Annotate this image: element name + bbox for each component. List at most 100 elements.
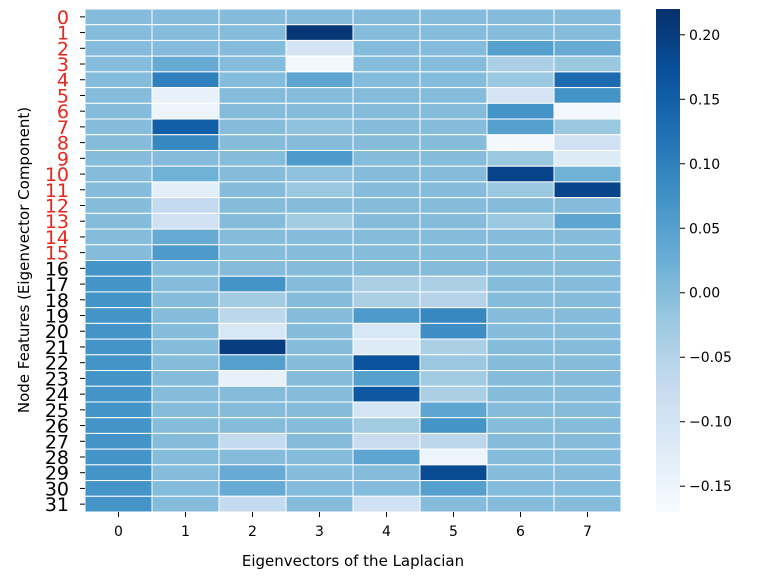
heatmap-cell	[352, 464, 421, 482]
heatmap-cell	[84, 181, 153, 199]
heatmap-cell	[218, 102, 287, 120]
heatmap-cell	[419, 432, 488, 450]
heatmap-cell	[218, 322, 287, 340]
heatmap-cell	[419, 495, 488, 513]
heatmap-cell	[419, 149, 488, 167]
heatmap-cell	[218, 197, 287, 214]
heatmap-cell	[151, 432, 220, 450]
heatmap-cell	[285, 370, 354, 387]
heatmap-cell	[84, 165, 153, 183]
heatmap-cell	[419, 417, 488, 434]
colorbar-tick-label: 0.20	[689, 28, 720, 44]
heatmap-cell	[285, 228, 354, 246]
heatmap-cell	[553, 448, 622, 466]
y-axis-ticks: 0123456789101112131415161718192021222324…	[45, 7, 85, 516]
y-tick-label: 7	[57, 117, 69, 139]
heatmap-cell	[84, 55, 153, 73]
heatmap-cell	[84, 307, 153, 324]
heatmap-cell	[218, 338, 287, 356]
heatmap-cell	[419, 134, 488, 151]
y-tick-label: 12	[45, 195, 69, 217]
heatmap-cell	[285, 149, 354, 167]
heatmap-cell	[285, 118, 354, 136]
heatmap-cell	[84, 39, 153, 57]
colorbar-ticks: 0.20 0.15 0.10 0.05 0.00 −0.05 −0.10 −0.15	[680, 28, 732, 495]
heatmap-cell	[151, 385, 220, 403]
heatmap-cell	[84, 480, 153, 497]
heatmap-cell	[352, 134, 421, 151]
heatmap-cell	[419, 401, 488, 419]
heatmap-cell	[285, 8, 354, 26]
heatmap-cell	[218, 165, 287, 183]
heatmap-cell	[553, 260, 622, 277]
colorbar-tick-label: 0.15	[689, 92, 720, 108]
heatmap-cell	[352, 228, 421, 246]
heatmap-cell	[84, 354, 153, 372]
heatmap-cell	[218, 432, 287, 450]
heatmap-cell	[84, 432, 153, 450]
heatmap-cell	[84, 464, 153, 482]
heatmap-cell	[553, 71, 622, 89]
heatmap-cell	[84, 149, 153, 167]
heatmap-cell	[84, 417, 153, 434]
x-axis-ticks: 0 1 2 3 4 5 6 7	[114, 512, 592, 540]
heatmap-cell	[419, 181, 488, 199]
heatmap-cell	[419, 197, 488, 214]
heatmap-cell	[553, 181, 622, 199]
heatmap-cell	[151, 417, 220, 434]
heatmap-cell	[84, 228, 153, 246]
heatmap-cell	[486, 370, 555, 387]
heatmap-cell	[419, 275, 488, 293]
heatmap-cell	[486, 417, 555, 434]
heatmap-cell	[553, 322, 622, 340]
heatmap-cell	[151, 480, 220, 497]
heatmap-cell	[419, 244, 488, 261]
x-tick-label: 1	[181, 524, 190, 540]
heatmap-cell	[486, 134, 555, 151]
heatmap-cell	[285, 448, 354, 466]
heatmap-cell	[486, 181, 555, 199]
heatmap-cell	[486, 307, 555, 324]
y-tick-label: 22	[45, 353, 69, 375]
heatmap-cell	[419, 291, 488, 309]
heatmap-cell	[151, 370, 220, 387]
heatmap-cell	[84, 134, 153, 151]
heatmap-cell	[352, 495, 421, 513]
heatmap-cell	[419, 118, 488, 136]
heatmap-cell	[352, 149, 421, 167]
heatmap-cell	[84, 322, 153, 340]
y-tick-label: 28	[45, 447, 69, 469]
heatmap-cell	[151, 71, 220, 89]
heatmap-cell	[285, 291, 354, 309]
heatmap-cell	[553, 338, 622, 356]
heatmap-cell	[151, 291, 220, 309]
heatmap-cell	[486, 87, 555, 104]
heatmap-cell	[84, 244, 153, 261]
heatmap-cell	[486, 322, 555, 340]
heatmap-cell	[486, 338, 555, 356]
heatmap-cell	[352, 87, 421, 104]
heatmap-cell	[486, 39, 555, 57]
heatmap-cell	[151, 87, 220, 104]
heatmap-cell	[352, 24, 421, 41]
heatmap-cell	[218, 134, 287, 151]
colorbar-tick-label: 0.00	[689, 286, 720, 302]
heatmap-cell	[218, 8, 287, 26]
heatmap-cell	[285, 480, 354, 497]
heatmap-cell	[151, 260, 220, 277]
heatmap-cell	[151, 24, 220, 41]
heatmap-cell	[352, 260, 421, 277]
heatmap-cell	[84, 24, 153, 41]
heatmap-cell	[553, 134, 622, 151]
heatmap-cell	[553, 228, 622, 246]
heatmap-cell	[486, 197, 555, 214]
heatmap-cell	[84, 260, 153, 277]
y-tick-label: 5	[57, 85, 69, 107]
heatmap-cell	[553, 495, 622, 513]
heatmap-cell	[151, 102, 220, 120]
heatmap-cell	[419, 354, 488, 372]
y-tick-label: 19	[45, 306, 69, 328]
heatmap-cell	[486, 354, 555, 372]
y-tick-label: 26	[45, 416, 69, 438]
